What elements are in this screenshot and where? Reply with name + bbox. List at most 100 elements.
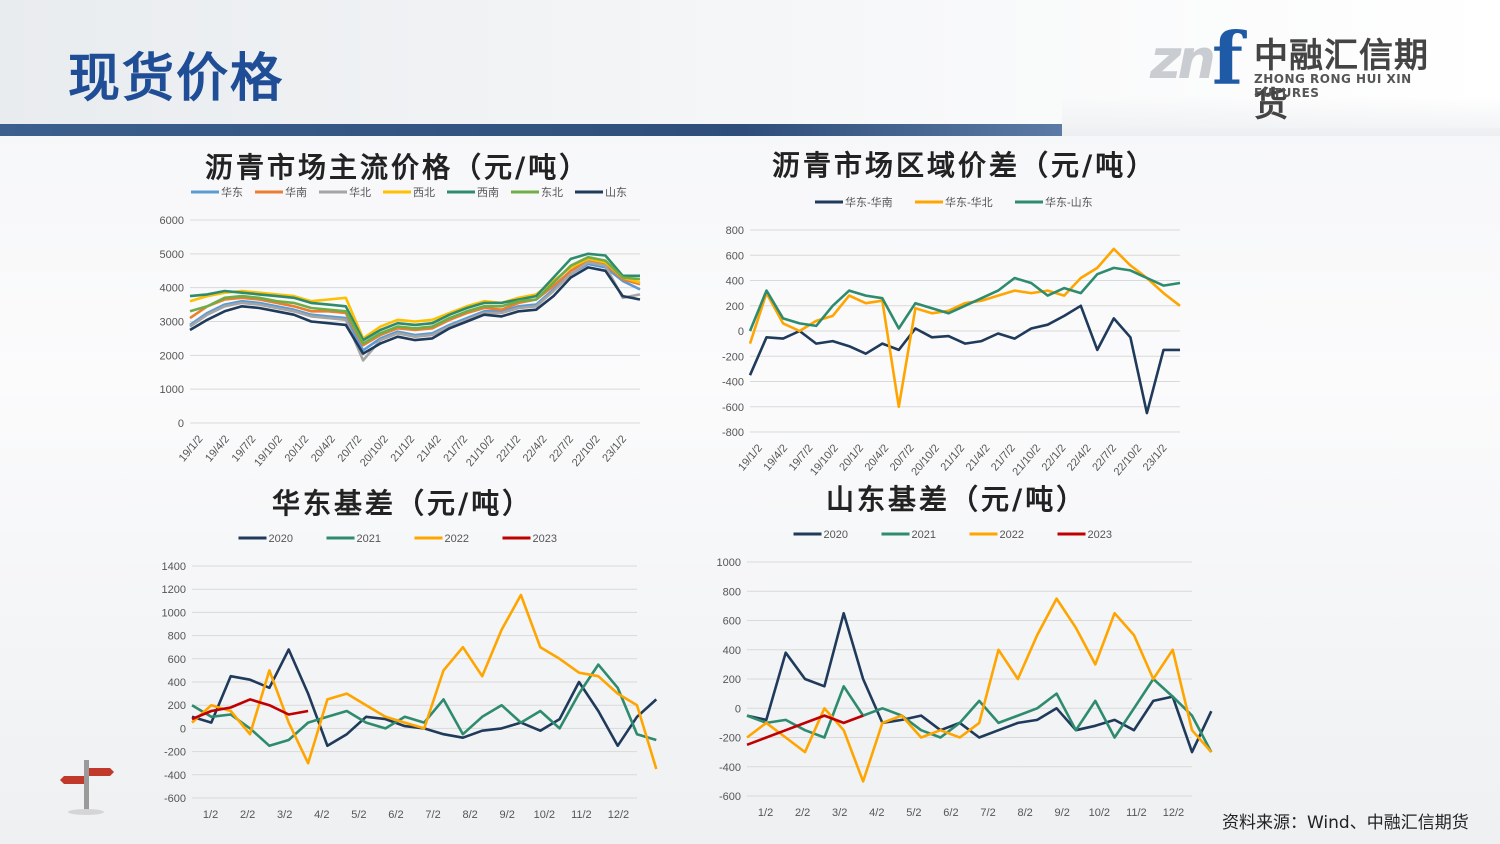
legend-item: 华东-山东 [1015,195,1093,209]
y-tick-label: 3000 [160,317,184,329]
x-tick-label: 11/2 [571,809,592,821]
y-tick-label: 1400 [162,561,186,573]
x-tick-label: 23/1/2 [1141,442,1170,473]
x-tick-label: 8/2 [1017,807,1032,819]
legend-label: 2021 [912,529,936,541]
logo-cn-text: 中融汇信期货 [1254,36,1429,125]
series-line [191,663,657,748]
chart-2-title: 沥青市场区域价差（元/吨） [772,149,1158,182]
x-tick-label: 20/1/2 [283,433,312,464]
x-tick-label: 22/1/2 [1040,442,1069,473]
x-tick-label: 20/4/2 [309,433,338,464]
series-line [746,677,1213,753]
y-tick-label: 6000 [160,215,184,227]
x-tick-label: 21/10/2 [464,433,497,469]
legend-label: 山东 [605,186,627,199]
series-line [746,714,864,747]
data-source: 资料来源：Wind、中融汇信期货 [1222,813,1469,833]
x-tick-label: 12/2 [608,809,629,821]
legend-label: 华东-华南 [845,195,893,209]
x-tick-label: 22/10/2 [570,433,603,469]
x-tick-label: 19/10/2 [252,433,285,469]
y-tick-label: 0 [735,703,741,715]
legend-label: 2022 [1000,529,1024,541]
logo-en-text: ZHONG RONG HUI XIN FUTURES [1254,72,1412,100]
chart-shandong-basis: 2020 2021 2022 2023 -600 -400 -200 0 200 400 600 80… [717,529,1213,819]
logo-mark: zn [1150,28,1216,91]
x-tick-label: 10/2 [1089,807,1110,819]
legend-label: 华南 [285,185,307,199]
x-tick-label: 19/10/2 [808,442,841,478]
legend-item: 2023 [1057,529,1112,541]
legend-label: 华东 [221,185,243,199]
y-tick-label: 1200 [162,584,186,596]
y-tick-label: 1000 [717,557,741,569]
x-tick-label: 4/2 [869,807,884,819]
y-tick-label: 400 [168,677,186,689]
y-tick-label: -200 [722,351,744,363]
legend-item: 2022 [969,529,1024,541]
x-tick-label: 1/2 [758,807,773,819]
x-tick-label: 2/2 [240,809,255,821]
series-line [189,261,641,362]
y-tick-label: 600 [726,250,744,262]
y-tick-label: 800 [168,631,186,643]
y-tick-label: 800 [726,225,744,237]
header-rule [0,124,1062,136]
x-tick-label: 20/1/2 [837,442,866,473]
x-tick-label: 22/10/2 [1112,442,1145,478]
legend-item: 西北 [383,186,435,199]
x-tick-label: 20/4/2 [863,442,892,473]
series-line [748,304,1180,415]
legend-label: 2022 [445,533,469,545]
logo-f: f [1212,16,1243,101]
x-tick-label: 6/2 [388,809,403,821]
legend-item: 华东-华北 [915,195,993,209]
chart-1-title: 沥青市场主流价格（元/吨） [205,151,591,184]
x-tick-label: 4/2 [314,809,329,821]
legend-item: 华东 [191,185,243,199]
legend-item: 华东-华南 [815,195,893,209]
legend-label: 西南 [477,186,499,199]
legend-label: 华北 [349,185,371,199]
chart-main-price: 华东 华南 华北 西北 西南 东北 山东 0 1000 2000 3000 4000 5000 6000 1… [160,185,641,469]
y-tick-label: -400 [722,377,744,389]
series-line [189,252,640,342]
x-tick-label: 8/2 [462,809,477,821]
x-tick-label: 20/10/2 [909,442,942,478]
legend-item: 2022 [414,533,469,545]
x-tick-label: 7/2 [980,807,995,819]
x-tick-label: 11/2 [1126,807,1147,819]
x-tick-label: 19/4/2 [761,442,790,473]
y-tick-label: 200 [168,700,186,712]
x-tick-label: 3/2 [277,809,292,821]
y-tick-label: -400 [164,770,186,782]
x-tick-label: 21/4/2 [964,442,993,473]
x-tick-label: 12/2 [1163,807,1184,819]
legend-item: 华南 [255,185,307,199]
x-tick-label: 19/1/2 [736,442,765,473]
x-tick-label: 20/10/2 [358,433,391,469]
y-tick-label: 2000 [160,350,184,362]
x-tick-label: 5/2 [906,807,921,819]
x-tick-label: 6/2 [943,807,958,819]
y-tick-label: 4000 [160,283,184,295]
y-tick-label: 400 [726,276,744,288]
x-tick-label: 10/2 [534,809,555,821]
legend-label: 东北 [541,186,563,199]
series-line [746,611,1213,754]
legend-label: 2020 [269,533,293,545]
x-tick-label: 21/10/2 [1010,442,1043,478]
y-tick-label: -600 [722,402,744,414]
y-tick-label: -400 [719,762,741,774]
company-logo: zn f 中融汇信期货 ZHONG RONG HUI XIN FUTURES [1150,16,1460,125]
x-tick-label: 21/1/2 [388,433,417,464]
series-line [746,597,1213,783]
y-tick-label: 200 [723,674,741,686]
y-tick-label: 1000 [162,607,186,619]
y-tick-label: 200 [726,301,744,313]
x-tick-label: 19/1/2 [177,433,206,464]
legend-item: 山东 [575,186,627,199]
chart-huadong-basis: 2020 2021 2022 2023 -600 -400 -200 0 200 400 600 80… [162,533,658,821]
x-tick-label: 9/2 [500,809,515,821]
